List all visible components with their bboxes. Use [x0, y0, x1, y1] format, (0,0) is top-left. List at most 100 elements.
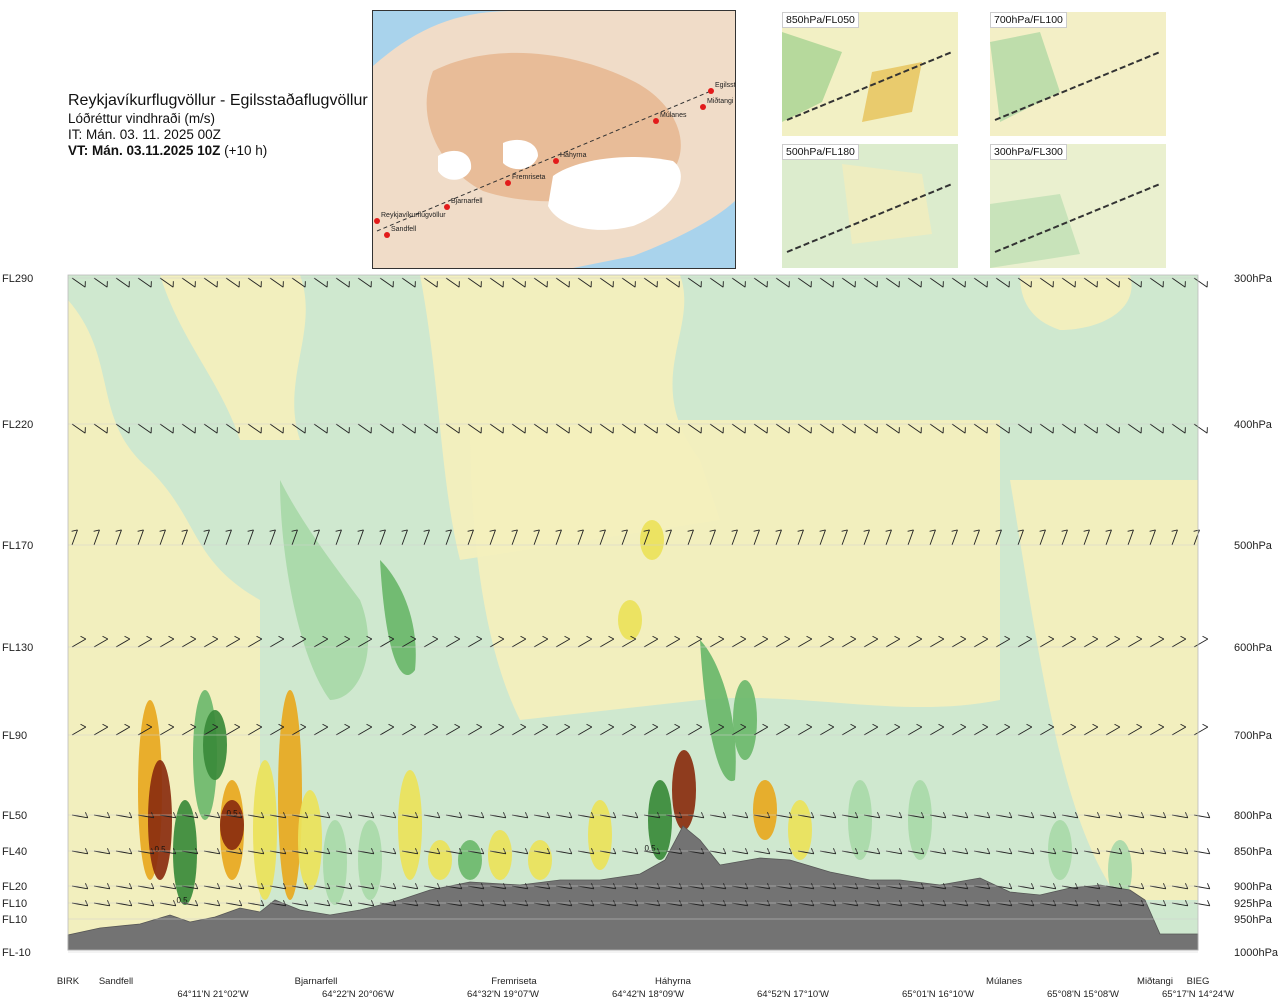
wind-barb-feather	[1070, 635, 1077, 640]
wind-barb-feather	[102, 635, 109, 640]
wind-barb	[621, 423, 636, 434]
wind-barb-feather	[212, 635, 219, 640]
wind-barb	[643, 850, 660, 855]
wind-barb-feather	[300, 723, 307, 728]
wind-barb-feather	[71, 529, 78, 532]
wind-barb	[445, 423, 460, 434]
wind-barb	[973, 814, 990, 819]
wind-barb	[1039, 726, 1055, 736]
wind-barb-feather	[410, 635, 417, 640]
right-axis-tick-label: 600hPa	[1234, 642, 1273, 654]
wind-barb-feather	[916, 723, 923, 728]
wind-barb-feather	[1207, 883, 1211, 889]
wind-barb	[1061, 529, 1068, 546]
wind-barb	[159, 638, 175, 648]
wind-barb	[907, 638, 923, 648]
wind-barb	[467, 850, 484, 855]
wind-barb-feather	[322, 635, 329, 640]
wind-barb-feather	[828, 723, 835, 728]
inset-300-svg	[990, 144, 1166, 268]
wind-barb	[885, 726, 901, 736]
vertical-motion-cell	[428, 840, 452, 880]
wind-barb	[115, 726, 131, 736]
wind-barb-feather	[357, 529, 364, 532]
wind-barb	[1149, 423, 1164, 434]
wind-barb	[709, 638, 725, 648]
wind-barb	[93, 423, 108, 434]
wind-barb	[379, 850, 396, 855]
wind-barb	[247, 850, 264, 855]
wind-barb	[379, 423, 394, 434]
wind-barb	[687, 529, 694, 546]
vertical-motion-cell	[398, 770, 422, 880]
wind-barb	[313, 638, 329, 648]
wind-barb-feather	[973, 529, 980, 532]
wind-barb	[423, 902, 440, 907]
wind-barb	[489, 638, 505, 648]
wind-barb	[511, 902, 528, 907]
wind-barb-feather	[762, 723, 769, 728]
wind-barb	[71, 814, 88, 819]
wind-barb	[203, 529, 210, 546]
wind-barb	[445, 902, 462, 907]
wind-barb-feather	[1127, 529, 1134, 532]
right-axis-tick-label: 800hPa	[1234, 810, 1273, 822]
wind-barb	[951, 902, 968, 907]
wind-barb	[71, 277, 86, 288]
updraft-region-east	[1010, 480, 1198, 900]
wind-barb	[995, 850, 1012, 855]
wind-barb	[137, 638, 153, 648]
wind-barb	[269, 902, 286, 907]
vertical-motion-cell	[1048, 820, 1072, 880]
wind-barb	[841, 423, 856, 434]
wind-barb	[1017, 277, 1032, 288]
wind-barb	[225, 638, 241, 648]
wind-barb	[841, 885, 858, 890]
wind-barb-feather	[872, 723, 879, 728]
wind-barb	[687, 423, 702, 434]
wind-barb-feather	[1039, 529, 1046, 532]
wind-barb	[1171, 902, 1188, 907]
wind-barb	[115, 638, 131, 648]
wind-barb	[489, 726, 505, 736]
wind-barb	[181, 638, 197, 648]
wind-barb	[775, 885, 792, 890]
wind-barb	[291, 423, 306, 434]
wind-barb-feather	[445, 529, 452, 532]
wind-barb	[731, 885, 748, 890]
wind-barb-feather	[907, 529, 914, 532]
plot-area: 0.5 0.5 0.5 0.5	[67, 275, 1199, 951]
wind-barb	[973, 638, 989, 648]
wind-barb	[269, 814, 286, 819]
wind-barb	[357, 638, 373, 648]
inset-500-up-patch	[842, 164, 932, 244]
vertical-motion-cell	[298, 790, 322, 890]
wind-barb	[379, 885, 396, 890]
wind-barb	[93, 885, 110, 890]
route-point-label: Egilsst	[715, 82, 735, 89]
wind-barb	[379, 814, 396, 819]
wind-barb	[1193, 529, 1200, 546]
wind-barb-feather	[1202, 635, 1209, 640]
wind-barb	[995, 814, 1012, 819]
wind-barb	[1061, 885, 1078, 890]
wind-barb	[753, 638, 769, 648]
wind-barb	[511, 814, 528, 819]
wind-barb	[291, 726, 307, 736]
wind-barb	[511, 423, 526, 434]
wind-barb	[467, 529, 474, 546]
wind-barb	[709, 902, 726, 907]
wind-barb	[1083, 885, 1100, 890]
wind-barb	[269, 423, 284, 434]
wind-barb	[555, 902, 572, 907]
wind-barb	[1193, 423, 1208, 434]
wind-barb	[665, 529, 672, 546]
wind-barb-feather	[1092, 635, 1099, 640]
wind-barb	[1149, 814, 1166, 819]
wind-barb	[533, 423, 548, 434]
wind-barb-feather	[1048, 723, 1055, 728]
left-axis-tick-label: FL170	[2, 540, 33, 552]
wind-barb	[1149, 850, 1166, 855]
wind-barb	[621, 850, 638, 855]
wind-barb	[929, 423, 944, 434]
